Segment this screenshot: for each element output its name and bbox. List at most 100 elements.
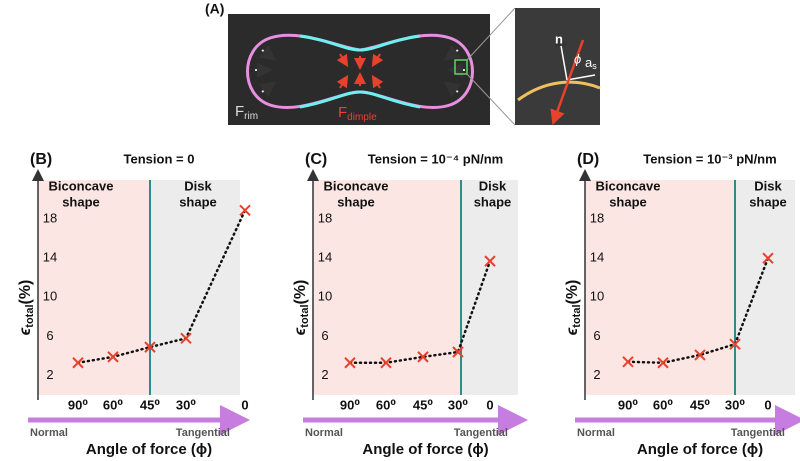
f-rim-symbol: F [235,103,244,120]
zoom-line [466,73,516,126]
inset-edge [517,80,601,102]
y-label-unit: (%) [17,280,34,305]
f-dimple: Fdimple [338,104,377,123]
inset-as-symbol: a [585,55,593,70]
y-label: ϵtotal(%) [17,280,36,336]
x-start: Normal [30,427,68,439]
region-label: shape [749,194,787,209]
marker [762,252,774,264]
y-label-symbol: ϵ [564,327,581,335]
trend-line [348,259,492,364]
inset-n: n [555,31,563,46]
marker [380,357,392,369]
region-label: shape [609,194,647,209]
marker [622,356,634,368]
zoom-box [454,59,468,75]
y-label-sub: total [24,304,36,327]
region-label: shape [179,194,217,209]
marker [729,338,741,350]
x-tick-label: 90⁰ [340,397,360,412]
y-label-sub: total [299,304,311,327]
y-tick-label: 10 [318,289,332,304]
f-rim: Frim [235,103,258,122]
region-right [735,180,795,395]
chart-title: Tension = 10⁻⁴ pN/nm [368,151,504,166]
x-tick-label: 0 [241,397,248,412]
charts: (B) Tension = 0BiconcaveshapeDiskshape261… [17,151,800,458]
marker [657,357,669,369]
x-tick-label: 60⁰ [376,397,396,412]
inset-as: as [585,55,597,71]
y-tick-label: 2 [321,367,328,382]
region-label: Disk [754,178,782,193]
marker [180,332,192,345]
panel-a: (A) Frim Fdimple n ϕ as [205,1,601,126]
region-left [313,180,461,395]
inset-as-sub: s [592,61,597,71]
zoom-line [466,7,516,61]
region-label: Biconcave [595,178,660,193]
x-end: Tangential [454,427,508,439]
region-label: shape [62,194,100,209]
region-label: Biconcave [323,178,388,193]
x-tick-label: 60⁰ [653,397,673,412]
f-dimple-symbol: F [338,104,347,121]
marker [144,341,156,353]
marker [452,346,464,358]
y-tick-label: 10 [43,289,57,304]
force-arrow [550,39,585,126]
x-label: Angle of force (ϕ) [637,441,763,458]
y-label-unit: (%) [564,280,581,305]
y-tick-label: 2 [46,367,53,382]
micrograph [228,14,490,125]
panel-label: (D) [577,151,599,168]
marker [417,351,429,363]
y-tick-label: 14 [590,250,604,265]
x-tick-label: 0 [486,397,493,412]
y-tick-label: 14 [43,250,57,265]
x-tick-label: 45⁰ [413,397,433,412]
x-tick-label: 30⁰ [176,397,196,412]
chart: (B) Tension = 0BiconcaveshapeDiskshape261… [17,151,251,458]
y-tick-label: 10 [590,289,604,304]
y-label-sub: total [571,304,583,327]
region-label: Biconcave [48,178,113,193]
normal-arrow [555,34,568,81]
region-label: Disk [479,178,507,193]
x-tick-label: 30⁰ [448,397,468,412]
y-tick-label: 6 [46,328,53,343]
x-tick-label: 60⁰ [103,397,123,412]
f-dimple-sub: dimple [347,112,377,123]
marker [239,204,251,217]
x-tick-label: 90⁰ [618,397,638,412]
inset [515,8,600,125]
x-tick-label: 45⁰ [140,397,160,412]
marker [484,255,496,267]
x-label: Angle of force (ϕ) [362,441,488,458]
rim-arrows [255,44,465,98]
region-label: shape [337,194,375,209]
y-tick-label: 6 [321,328,328,343]
dimple-top [299,34,421,52]
panel-label: (B) [30,151,52,168]
chart-title: Tension = 10⁻³ pN/nm [643,151,776,166]
trend-line [626,256,770,365]
x-label: Angle of force (ϕ) [86,441,212,458]
y-tick-label: 14 [318,250,332,265]
region-right [461,180,518,395]
marker [344,357,356,369]
x-start: Normal [577,427,615,439]
x-end: Tangential [176,427,230,439]
y-label: ϵtotal(%) [292,280,311,336]
y-tick-label: 18 [43,211,57,226]
f-rim-sub: rim [244,111,258,122]
marker [107,351,119,363]
y-tick-label: 18 [318,211,332,226]
x-end: Tangential [731,427,785,439]
chart: (C) Tension = 10⁻⁴ pN/nmBiconcaveshapeDis… [292,151,528,458]
dimple-bottom [299,90,421,109]
x-tick-label: 30⁰ [725,397,745,412]
x-start: Normal [305,427,343,439]
chart-title: Tension = 0 [124,151,195,166]
